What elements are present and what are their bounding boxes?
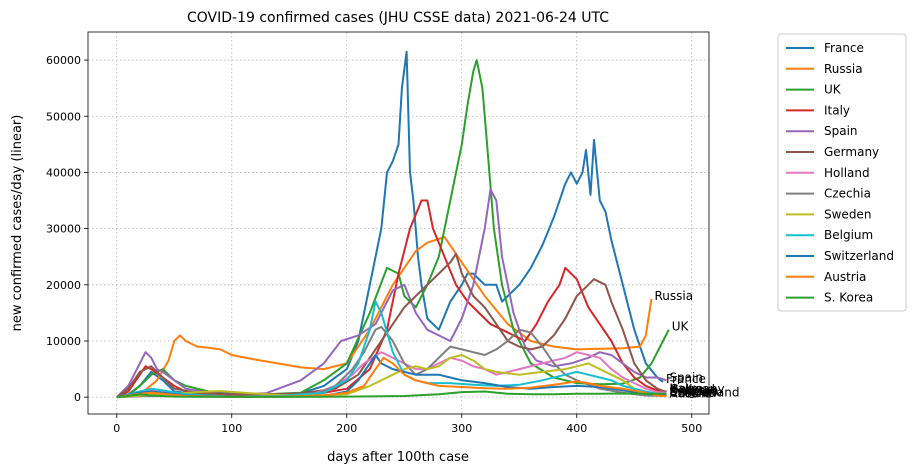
- legend-entry: Holland: [824, 166, 870, 180]
- y-tick-label: 40000: [46, 166, 81, 179]
- legend-entry: France: [824, 41, 864, 55]
- legend-entry: Italy: [824, 103, 850, 117]
- x-tick-label: 300: [451, 422, 472, 435]
- series-end-label: Russia: [655, 289, 694, 303]
- legend-entry: Belgium: [824, 228, 873, 242]
- x-tick-label: 200: [336, 422, 357, 435]
- series-end-label: Holland: [669, 383, 715, 397]
- y-tick-label: 50000: [46, 110, 81, 123]
- series-lines: [116, 50, 670, 399]
- series-end-label: Germany: [669, 382, 724, 396]
- x-tick-label: 100: [221, 422, 242, 435]
- series-line-germany: [116, 252, 667, 398]
- legend-entry: Sweden: [824, 207, 871, 221]
- series-end-label: France: [666, 372, 706, 386]
- legend-entry: Austria: [824, 270, 866, 284]
- legend-frame: [777, 33, 907, 312]
- series-line-russia: [116, 236, 653, 399]
- x-axis-label: days after 100th case: [327, 450, 469, 465]
- series-end-label: UK: [672, 320, 690, 334]
- legend-entry: UK: [824, 83, 842, 97]
- y-tick-label: 60000: [46, 54, 81, 67]
- series-end-label: S. Korea: [669, 384, 718, 398]
- y-tick-label: 30000: [46, 223, 81, 236]
- series-end-label: Austria: [669, 386, 711, 400]
- y-axis-label: new confirmed cases/day (linear): [10, 115, 25, 332]
- series-line-uk: [116, 59, 670, 399]
- series-line-sweden: [116, 354, 667, 399]
- legend-entry: Switzerland: [824, 249, 894, 263]
- legend-entry: Russia: [824, 62, 863, 76]
- series-end-label: Sweden: [669, 384, 716, 398]
- x-tick-label: 500: [681, 422, 702, 435]
- legend-entry: Spain: [824, 124, 858, 138]
- series-end-label: Spain: [669, 370, 703, 384]
- x-tick-label: 400: [566, 422, 587, 435]
- y-tick-label: 0: [74, 391, 81, 404]
- x-tick-label: 0: [113, 422, 120, 435]
- grid: [88, 32, 709, 414]
- series-end-label: Italy: [669, 382, 695, 396]
- series-end-label: Switzerland: [669, 385, 739, 399]
- x-axis-ticks: 0 100 200 300 400 500: [113, 414, 702, 435]
- chart-title: COVID-19 confirmed cases (JHU CSSE data)…: [187, 10, 609, 26]
- series-line-spain: [116, 188, 667, 398]
- legend-entry: Germany: [824, 145, 879, 159]
- end-labels: France Russia UK ItalySpainGermanyHollandCz…: [655, 289, 740, 400]
- legend-entry: S. Korea: [824, 291, 873, 305]
- series-line-s-korea: [116, 390, 667, 399]
- plot-frame: [87, 31, 710, 415]
- legend: France Russia UK Italy Spain Germany Holland Cz…: [777, 33, 907, 312]
- series-end-label: Czechia: [669, 386, 716, 400]
- y-axis-ticks: 0 10000 20000 30000 40000 50000 60000: [46, 54, 88, 404]
- legend-entry: Czechia: [824, 187, 871, 201]
- y-tick-label: 20000: [46, 279, 81, 292]
- series-end-label: Belgium: [669, 384, 718, 398]
- y-tick-label: 10000: [46, 335, 81, 348]
